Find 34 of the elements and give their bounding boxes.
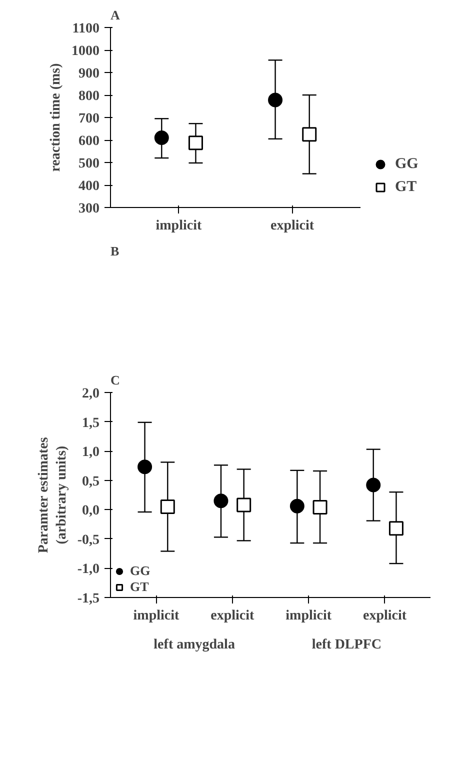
y-tick-label: 600	[78, 134, 100, 149]
y-axis-title: Paramter estimates (arbitrary units)	[36, 436, 70, 554]
y-tick-label: 2,0	[82, 386, 100, 402]
legend-label: GT	[395, 178, 417, 196]
x-tick-label: implicit	[156, 218, 202, 234]
chart-title: C	[110, 372, 120, 388]
x-tick-label: explicit	[363, 608, 407, 624]
legend-label: GG	[130, 563, 150, 579]
y-tick-label: -1,0	[77, 562, 100, 578]
y-tick-label: 1,0	[82, 445, 100, 460]
text: left amygdala	[154, 638, 235, 652]
y-tick-label: 1100	[72, 22, 100, 36]
x-tick-label: explicit	[210, 608, 255, 624]
y-tick-label: 0,0	[82, 504, 100, 519]
y-tick-label: -1,5	[77, 592, 100, 606]
y-tick-label: 0,5	[82, 474, 100, 490]
y-tick-label: 700	[78, 112, 100, 126]
y-tick-label: -0,5	[77, 532, 100, 548]
x-tick-label: explicit	[270, 218, 314, 234]
x-tick-label: implicit	[286, 608, 332, 624]
y-tick-label: 1,5	[82, 416, 100, 431]
chart-title: A	[110, 8, 120, 22]
legend-label: GT	[130, 579, 150, 595]
text: left DLPFC	[312, 638, 382, 652]
x-tick-label: implicit	[133, 608, 180, 624]
text: B	[110, 244, 120, 258]
y-tick-label: 1000	[72, 44, 100, 59]
legend-label: GG	[395, 156, 418, 172]
y-tick-label: 500	[78, 156, 100, 172]
y-tick-label: 300	[78, 202, 100, 216]
y-axis-title: reaction time (ms)	[48, 62, 64, 172]
y-tick-label: 800	[78, 89, 100, 104]
y-tick-label: 900	[78, 66, 100, 82]
y-tick-label: 400	[78, 179, 100, 194]
